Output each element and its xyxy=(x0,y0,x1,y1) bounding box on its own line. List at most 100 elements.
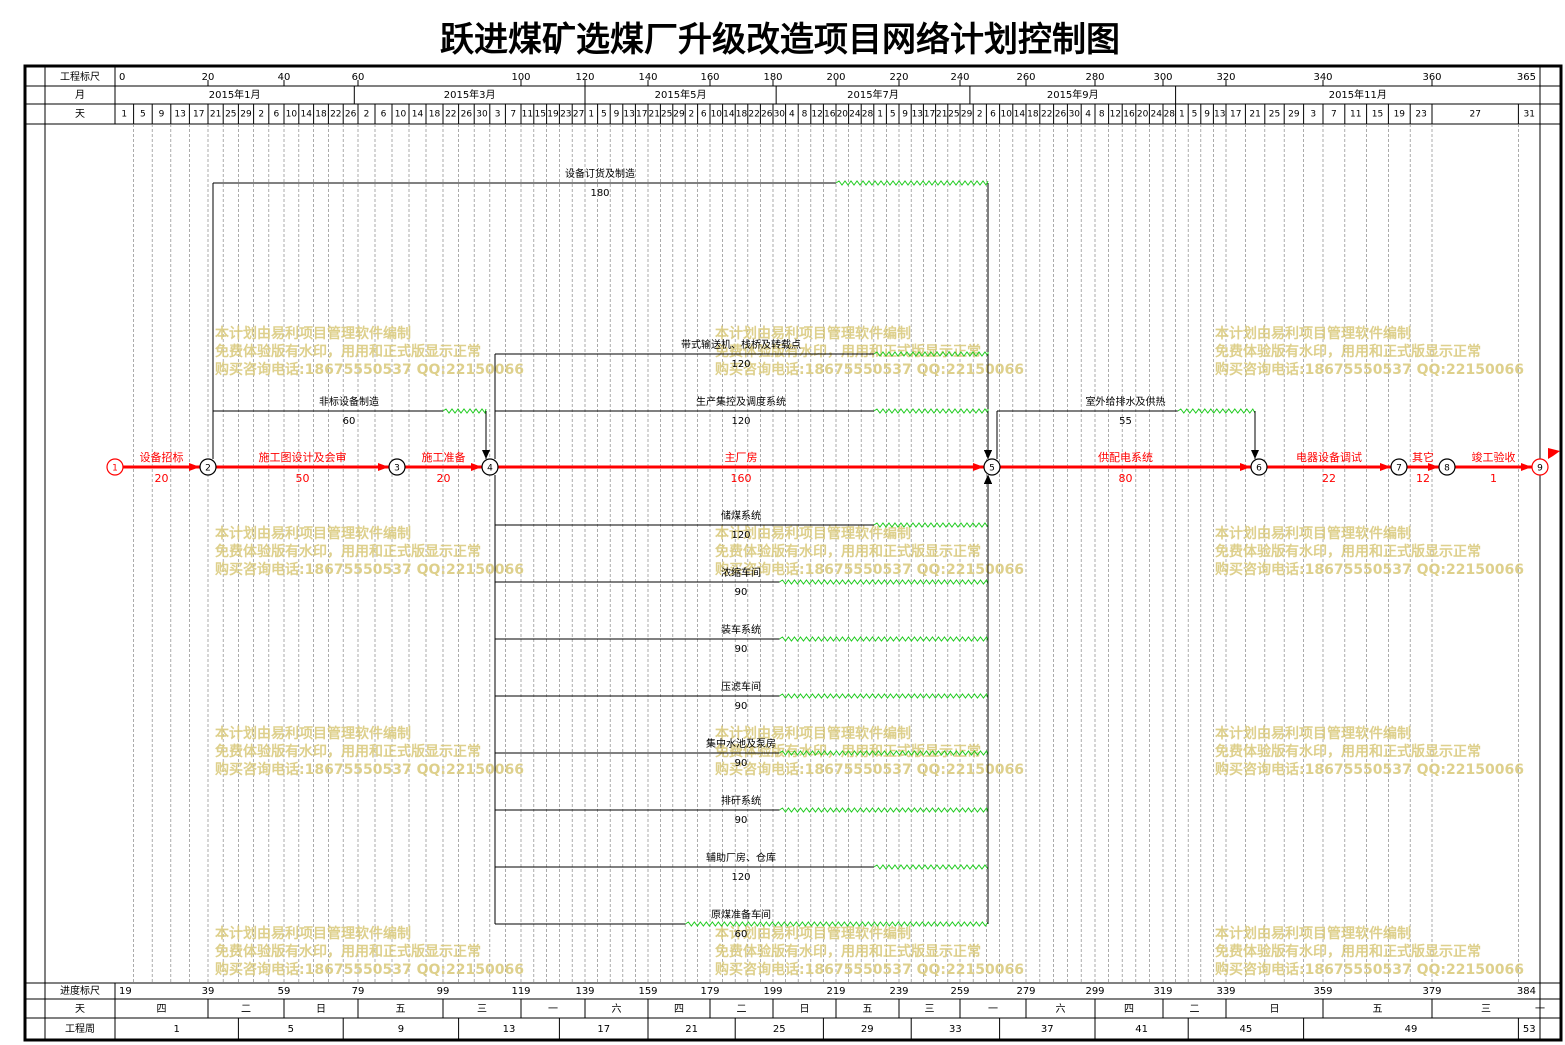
day-label: 29 xyxy=(961,110,973,120)
day-label: 4 xyxy=(789,110,795,120)
week-label: 5 xyxy=(288,1024,294,1035)
activity-duration: 55 xyxy=(1119,416,1132,427)
day-label: 10 xyxy=(395,110,407,120)
month-label: 2015年5月 xyxy=(655,88,707,101)
activity-name: 排矸系统 xyxy=(721,794,761,807)
activity-name: 浓缩车间 xyxy=(721,566,761,579)
weekday-label: 日 xyxy=(800,1004,810,1015)
activity-duration: 120 xyxy=(731,872,750,883)
day-label: 13 xyxy=(912,110,923,120)
day-label: 6 xyxy=(274,110,280,120)
scale-tick-label: 60 xyxy=(352,72,365,83)
scale-tick-label: 360 xyxy=(1422,72,1441,83)
node-label: 8 xyxy=(1444,464,1450,474)
watermark-text: 本计划由易利项目管理软件编制 xyxy=(715,925,911,942)
frame xyxy=(23,64,1563,1042)
free-float xyxy=(442,408,487,415)
day-label: 13 xyxy=(623,110,634,120)
progress-tick-label: 199 xyxy=(763,986,782,997)
weekday-label: 五 xyxy=(396,1004,406,1015)
day-label: 5 xyxy=(890,110,896,120)
progress-tick-label: 379 xyxy=(1422,986,1441,997)
activity-name: 竣工验收 xyxy=(1472,450,1516,464)
activity-name: 施工图设计及会审 xyxy=(259,450,347,464)
node xyxy=(1250,458,1268,476)
day-label: 22 xyxy=(330,110,341,120)
activity-duration: 12 xyxy=(1416,472,1430,485)
progress-tick-label: 139 xyxy=(575,986,594,997)
month-label: 2015年3月 xyxy=(444,88,496,101)
day-label: 2 xyxy=(364,110,370,120)
activity-duration: 50 xyxy=(296,472,310,485)
node xyxy=(1438,458,1456,476)
day-label: 21 xyxy=(1249,110,1260,120)
day-label: 23 xyxy=(560,110,571,120)
weekday-label: 四 xyxy=(674,1004,684,1015)
progress-tick-label: 319 xyxy=(1153,986,1172,997)
day-label: 20 xyxy=(837,110,849,120)
day-label: 24 xyxy=(1150,110,1162,120)
watermark-text: 购买咨询电话:18675550537 QQ:22150066 xyxy=(1215,761,1524,778)
free-float xyxy=(685,921,989,927)
watermark-text: 免费体验版有水印，用用和正式版显示正常 xyxy=(215,343,481,360)
weekday-label: 六 xyxy=(612,1003,622,1015)
watermark-text: 免费体验版有水印，用用和正式版显示正常 xyxy=(1215,743,1481,760)
day-label: 10 xyxy=(286,110,298,120)
day-label: 16 xyxy=(824,110,836,120)
day-label: 10 xyxy=(711,110,723,120)
activity-name: 储煤系统 xyxy=(721,509,761,522)
week-label: 45 xyxy=(1240,1024,1253,1035)
progress-tick-label: 359 xyxy=(1313,986,1332,997)
watermark-text: 购买咨询电话:18675550537 QQ:22150066 xyxy=(715,361,1024,378)
day-label: 17 xyxy=(1230,110,1241,120)
day-label: 8 xyxy=(802,110,808,120)
day-label: 26 xyxy=(1055,110,1067,120)
watermark-text: 购买咨询电话:18675550537 QQ:22150066 xyxy=(1215,361,1524,378)
week-label: 33 xyxy=(949,1024,962,1035)
day-label: 29 xyxy=(240,110,252,120)
node-label: 3 xyxy=(394,464,400,474)
row-label: 工程标尺 xyxy=(60,71,100,83)
activity-name: 供配电系统 xyxy=(1098,450,1153,464)
day-label: 3 xyxy=(1310,110,1316,120)
day-label: 30 xyxy=(774,110,786,120)
day-label: 16 xyxy=(1123,110,1135,120)
scale-tick-label: 220 xyxy=(889,72,908,83)
node-label: 4 xyxy=(487,464,493,474)
watermark-text: 免费体验版有水印，用用和正式版显示正常 xyxy=(715,343,981,360)
day-label: 18 xyxy=(429,110,441,120)
day-label: 11 xyxy=(1350,110,1361,120)
progress-tick-label: 259 xyxy=(950,986,969,997)
month-label: 2015年1月 xyxy=(209,88,261,101)
scale-tick-label: 160 xyxy=(700,72,719,83)
weekday-label: 四 xyxy=(157,1004,167,1015)
title: 跃进煤矿选煤厂升级改造项目网络计划控制图 xyxy=(440,20,1120,60)
activity-duration: 1 xyxy=(1490,472,1497,485)
scale-tick-label: 365 xyxy=(1517,72,1536,83)
activity-name: 主厂房 xyxy=(725,451,758,464)
activity-duration: 120 xyxy=(731,416,750,427)
node xyxy=(1390,458,1408,476)
day-label: 24 xyxy=(849,110,861,120)
node xyxy=(106,458,124,476)
day-label: 25 xyxy=(225,110,236,120)
day-label: 2 xyxy=(258,110,264,120)
day-label: 12 xyxy=(1110,110,1121,120)
day-label: 9 xyxy=(1204,110,1210,120)
day-label: 5 xyxy=(601,110,607,120)
activity-name: 非标设备制造 xyxy=(319,395,379,408)
day-label: 30 xyxy=(476,110,488,120)
progress-tick-label: 19 xyxy=(119,986,132,997)
progress-tick-label: 384 xyxy=(1517,986,1536,997)
day-label: 26 xyxy=(761,110,773,120)
node-label: 7 xyxy=(1396,464,1402,474)
day-label: 14 xyxy=(300,110,312,120)
day-label: 28 xyxy=(1164,110,1176,120)
activity-duration: 20 xyxy=(155,472,169,485)
day-label: 17 xyxy=(636,110,647,120)
day-label: 12 xyxy=(811,110,822,120)
watermark-text: 购买咨询电话:18675550537 QQ:22150066 xyxy=(215,361,524,378)
node xyxy=(388,458,406,476)
day-label: 6 xyxy=(701,110,707,120)
activity-name: 其它 xyxy=(1412,450,1434,464)
